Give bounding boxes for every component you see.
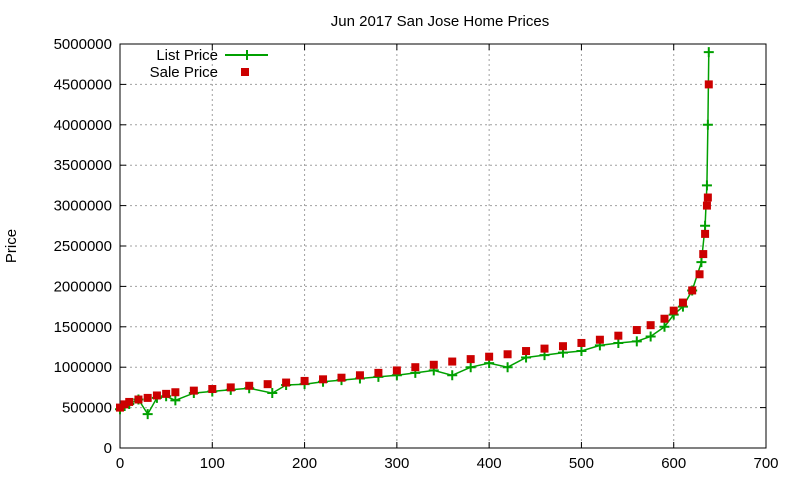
legend-label-sale-price: Sale Price (150, 64, 218, 81)
list-price-point (142, 409, 153, 420)
sale-price-point (162, 389, 171, 398)
legend-marker-sale-price (241, 68, 249, 76)
y-tick-label: 0 (104, 440, 112, 457)
sale-price-point (503, 350, 512, 359)
list-price-point (701, 180, 712, 191)
legend-marker-list-price (242, 50, 252, 60)
list-price-point (267, 388, 278, 399)
list-price-point (631, 336, 642, 347)
list-price-line (119, 52, 710, 416)
sale-price-point (660, 314, 669, 323)
sale-price-point (688, 286, 697, 295)
x-tick-label: 300 (384, 455, 409, 472)
series-layer (115, 47, 714, 420)
sale-price-point (448, 357, 457, 366)
sale-price-point (702, 201, 711, 210)
sale-price-point (226, 383, 235, 392)
sale-price-point (595, 335, 604, 344)
sale-price-point (522, 347, 531, 356)
y-axis-label: Price (3, 229, 20, 263)
y-tick-label: 4000000 (54, 117, 112, 134)
sale-price-point (120, 400, 129, 409)
x-tick-label: 0 (116, 455, 124, 472)
sale-price-point (374, 368, 383, 377)
list-price-point (696, 257, 707, 268)
grid-lines (120, 44, 766, 448)
sale-price-point (669, 306, 678, 315)
sale-price-point (116, 403, 124, 412)
y-tick-label: 1000000 (54, 359, 112, 376)
y-tick-label: 2000000 (54, 278, 112, 295)
y-tick-label: 5000000 (54, 36, 112, 53)
sale-price-point (614, 331, 623, 340)
x-tick-label: 100 (200, 455, 225, 472)
sale-price-point (577, 338, 586, 347)
list-price-point (702, 119, 713, 130)
y-tick-label: 2500000 (54, 238, 112, 255)
sale-price-point (701, 229, 710, 238)
sale-price-point (143, 393, 152, 402)
sale-price-point (699, 250, 708, 259)
sale-price-point (171, 388, 180, 397)
sale-price-point (263, 380, 272, 389)
sale-price-point (466, 355, 475, 364)
list-price-point (659, 321, 670, 332)
list-price-point (502, 362, 513, 373)
x-tick-label: 200 (292, 455, 317, 472)
x-tick-label: 400 (477, 455, 502, 472)
x-tick-label: 500 (569, 455, 594, 472)
list-price-point (645, 331, 656, 342)
list-price-point (170, 395, 181, 406)
y-tick-label: 4500000 (54, 76, 112, 93)
legend: List Price Sale Price (150, 47, 268, 81)
sale-price-point (125, 397, 134, 406)
sale-price-point (703, 193, 712, 202)
y-tick-label: 1500000 (54, 319, 112, 336)
sale-price-point (704, 80, 713, 89)
list-price-point (700, 220, 711, 231)
sale-price-point (392, 366, 401, 375)
sale-price-point (282, 378, 291, 387)
sale-price-point (152, 391, 161, 400)
sale-price-point (646, 321, 655, 330)
sale-price-point (208, 385, 217, 394)
legend-label-list-price: List Price (156, 47, 218, 64)
chart-title: Jun 2017 San Jose Home Prices (331, 13, 549, 30)
y-tick-label: 3500000 (54, 157, 112, 174)
list-price-point (576, 346, 587, 357)
sale-price-point (189, 386, 198, 395)
sale-price-point (429, 360, 438, 369)
axis-ticks: 0 100 200 300 400 500 600 700 0 500000 1000000 1500… (54, 36, 779, 472)
list-price-point (447, 370, 458, 381)
sale-price-point (632, 326, 641, 335)
sale-price-point (319, 375, 328, 384)
sale-price-point (134, 395, 143, 404)
sale-price-point (558, 342, 567, 351)
sale-price-point (678, 298, 687, 307)
list-price-point (465, 362, 476, 373)
list-price-point (703, 47, 714, 58)
sale-price-point (540, 344, 549, 353)
sale-price-point (695, 270, 704, 279)
sale-price-point (245, 381, 254, 390)
series-sale-price (116, 80, 713, 412)
sale-price-point (411, 363, 420, 372)
sale-price-point (300, 376, 309, 385)
sale-price-point (337, 373, 346, 382)
x-tick-label: 700 (753, 455, 778, 472)
y-tick-label: 500000 (62, 400, 112, 417)
y-tick-label: 3000000 (54, 198, 112, 215)
x-tick-label: 600 (661, 455, 686, 472)
sale-price-point (485, 352, 494, 361)
sale-price-point (355, 371, 364, 380)
